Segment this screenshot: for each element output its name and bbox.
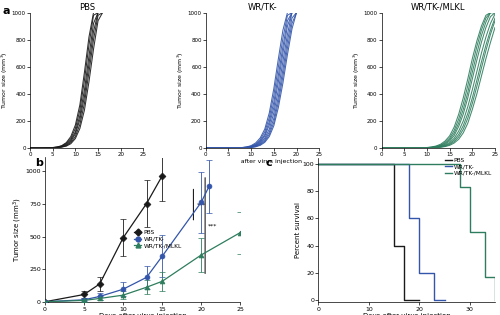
Y-axis label: Tumor size (mm$^3$): Tumor size (mm$^3$) [12,198,24,262]
Y-axis label: Tumor size (mm$^3$): Tumor size (mm$^3$) [176,51,186,109]
Title: WR/TK-: WR/TK- [248,3,278,12]
Legend: PBS, WR/TK-, WR/TK-/MLKL: PBS, WR/TK-, WR/TK-/MLKL [442,155,494,178]
Y-axis label: Tumor size (mm$^3$): Tumor size (mm$^3$) [352,51,362,109]
Text: ***: *** [208,223,218,228]
X-axis label: Days after virus injection: Days after virus injection [223,159,302,163]
X-axis label: Days after virus injection: Days after virus injection [399,159,478,163]
Text: ***: *** [196,202,205,207]
X-axis label: Days after virus injection: Days after virus injection [98,313,186,315]
Text: c: c [265,158,272,168]
Text: a: a [2,6,10,16]
Legend: PBS, WR/TK-, WR/TK-/MLKL: PBS, WR/TK-, WR/TK-/MLKL [132,228,184,250]
X-axis label: Days after virus injection: Days after virus injection [47,159,126,163]
Title: WR/TK-/MLKL: WR/TK-/MLKL [411,3,466,12]
Y-axis label: Percent survival: Percent survival [295,202,301,258]
Text: b: b [35,158,43,168]
Y-axis label: Tumor size (mm$^3$): Tumor size (mm$^3$) [0,51,10,109]
Title: PBS: PBS [78,3,95,12]
X-axis label: Days after virus injection: Days after virus injection [363,313,450,315]
